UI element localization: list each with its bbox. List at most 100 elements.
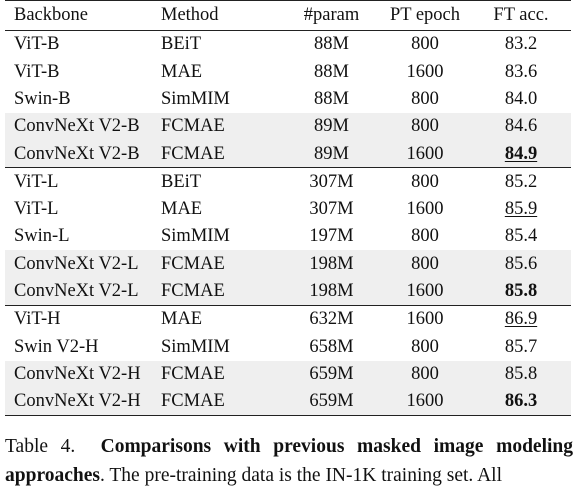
header-ft-acc: FT acc.	[493, 5, 549, 26]
param-cell: 88M	[314, 34, 349, 55]
backbone-cell: ConvNeXt V2-H	[5, 387, 152, 416]
comparison-table: Backbone Method #param PT epoch FT acc. …	[5, 0, 571, 416]
method-cell: BEiT	[161, 171, 202, 192]
table-row: ConvNeXt V2-L FCMAE 198M 1600 85.8	[5, 277, 571, 306]
table-row: ViT-B BEiT 88M 800 83.2	[5, 30, 571, 59]
epoch-cell: 1600	[406, 309, 444, 330]
table-row: Swin V2-H SimMIM 658M 800 85.7	[5, 333, 571, 360]
acc-cell: 85.6	[471, 250, 571, 278]
acc-cell: 85.9	[504, 199, 538, 220]
method-cell: MAE	[161, 199, 203, 220]
method-cell: FCMAE	[152, 112, 284, 141]
table-row: ConvNeXt V2-H FCMAE 659M 1600 86.3	[5, 387, 571, 416]
table-group-3: ViT-H MAE 632M 1600 86.9 Swin V2-H SimMIM 658M 8…	[5, 305, 571, 416]
backbone-cell: ConvNeXt V2-H	[5, 360, 152, 388]
table-row: ConvNeXt V2-B FCMAE 89M 1600 84.9	[5, 140, 571, 168]
method-cell: SimMIM	[161, 336, 230, 357]
header-backbone: Backbone	[14, 5, 88, 26]
acc-cell: 85.2	[504, 171, 538, 192]
method-cell: SimMIM	[161, 226, 230, 247]
table-row: ViT-H MAE 632M 1600 86.9	[5, 305, 571, 333]
epoch-cell: 1600	[406, 199, 444, 220]
param-cell: 307M	[309, 199, 354, 220]
backbone-cell: ViT-H	[14, 309, 61, 330]
header-method: Method	[161, 5, 219, 26]
backbone-cell: ConvNeXt V2-B	[5, 112, 152, 141]
table-row: ConvNeXt V2-H FCMAE 659M 800 85.8	[5, 360, 571, 388]
backbone-cell: Swin-L	[14, 226, 70, 247]
backbone-cell: Swin V2-H	[14, 336, 99, 357]
acc-cell: 85.8	[471, 360, 571, 388]
param-cell: 88M	[314, 88, 349, 109]
backbone-cell: ConvNeXt V2-B	[5, 140, 152, 168]
table-row: ViT-B MAE 88M 1600 83.6	[5, 58, 571, 85]
backbone-cell: ViT-L	[14, 199, 59, 220]
table-group-1: ViT-B BEiT 88M 800 83.2 ViT-B MAE 88M 1600 83.6 Sw…	[5, 30, 571, 168]
header-param: #param	[303, 5, 360, 26]
acc-cell: 84.9	[471, 140, 571, 168]
table-row: ConvNeXt V2-L FCMAE 198M 800 85.6	[5, 250, 571, 278]
acc-cell: 83.2	[504, 34, 538, 55]
caption-title-part-2: approaches	[5, 465, 100, 486]
table-row: ViT-L BEiT 307M 800 85.2	[5, 167, 571, 196]
epoch-cell: 800	[411, 171, 439, 192]
epoch-cell: 1600	[406, 61, 444, 82]
backbone-cell: ViT-B	[14, 61, 60, 82]
acc-cell: 84.0	[504, 88, 538, 109]
epoch-cell: 1600	[379, 140, 471, 168]
param-cell: 198M	[284, 250, 379, 278]
param-cell: 88M	[314, 61, 349, 82]
table-caption: Table 4. Comparisons with previous maske…	[5, 432, 573, 490]
acc-cell: 86.3	[471, 387, 571, 416]
epoch-cell: 800	[379, 112, 471, 141]
table-row: Swin-L SimMIM 197M 800 85.4	[5, 223, 571, 250]
param-cell: 659M	[284, 360, 379, 388]
acc-cell: 84.6	[471, 112, 571, 141]
backbone-cell: ViT-L	[14, 171, 59, 192]
backbone-cell: ConvNeXt V2-L	[5, 277, 152, 306]
epoch-cell: 800	[411, 88, 439, 109]
epoch-cell: 800	[379, 250, 471, 278]
method-cell: BEiT	[161, 34, 202, 55]
caption-label: Table 4.	[5, 436, 76, 457]
param-cell: 197M	[309, 226, 354, 247]
epoch-cell: 800	[379, 360, 471, 388]
caption-line-2: approaches. The pre-training data is the…	[5, 461, 573, 490]
method-cell: FCMAE	[152, 387, 284, 416]
method-cell: FCMAE	[152, 250, 284, 278]
acc-cell: 85.7	[504, 336, 538, 357]
acc-cell: 85.8	[471, 277, 571, 306]
table-row: Swin-B SimMIM 88M 800 84.0	[5, 86, 571, 113]
param-cell: 632M	[309, 309, 354, 330]
backbone-cell: ConvNeXt V2-L	[5, 250, 152, 278]
method-cell: MAE	[161, 61, 203, 82]
method-cell: MAE	[161, 309, 203, 330]
header-row: Backbone Method #param PT epoch FT acc.	[5, 0, 571, 31]
caption-line-1: Table 4. Comparisons with previous maske…	[5, 432, 573, 461]
acc-cell: 85.4	[504, 226, 538, 247]
acc-cell: 83.6	[504, 61, 538, 82]
method-cell: FCMAE	[152, 277, 284, 306]
param-cell: 307M	[309, 171, 354, 192]
param-cell: 89M	[284, 112, 379, 141]
epoch-cell: 800	[411, 226, 439, 247]
epoch-cell: 800	[411, 34, 439, 55]
table-row: ConvNeXt V2-B FCMAE 89M 800 84.6	[5, 112, 571, 141]
acc-cell: 86.9	[504, 309, 538, 330]
table-row: ViT-L MAE 307M 1600 85.9	[5, 196, 571, 223]
header-pt-epoch: PT epoch	[389, 5, 461, 26]
table-group-2: ViT-L BEiT 307M 800 85.2 ViT-L MAE 307M 1600 85.9…	[5, 167, 571, 306]
param-cell: 659M	[284, 387, 379, 416]
param-cell: 198M	[284, 277, 379, 306]
param-cell: 658M	[309, 336, 354, 357]
comparison-table-container: Backbone Method #param PT epoch FT acc. …	[5, 0, 571, 416]
method-cell: FCMAE	[152, 140, 284, 168]
backbone-cell: Swin-B	[14, 88, 71, 109]
method-cell: SimMIM	[161, 88, 230, 109]
epoch-cell: 800	[411, 336, 439, 357]
epoch-cell: 1600	[379, 277, 471, 306]
caption-title-part-1: Comparisons with previous masked image m…	[100, 436, 574, 457]
table-header: Backbone Method #param PT epoch FT acc.	[5, 0, 571, 31]
epoch-cell: 1600	[379, 387, 471, 416]
method-cell: FCMAE	[152, 360, 284, 388]
